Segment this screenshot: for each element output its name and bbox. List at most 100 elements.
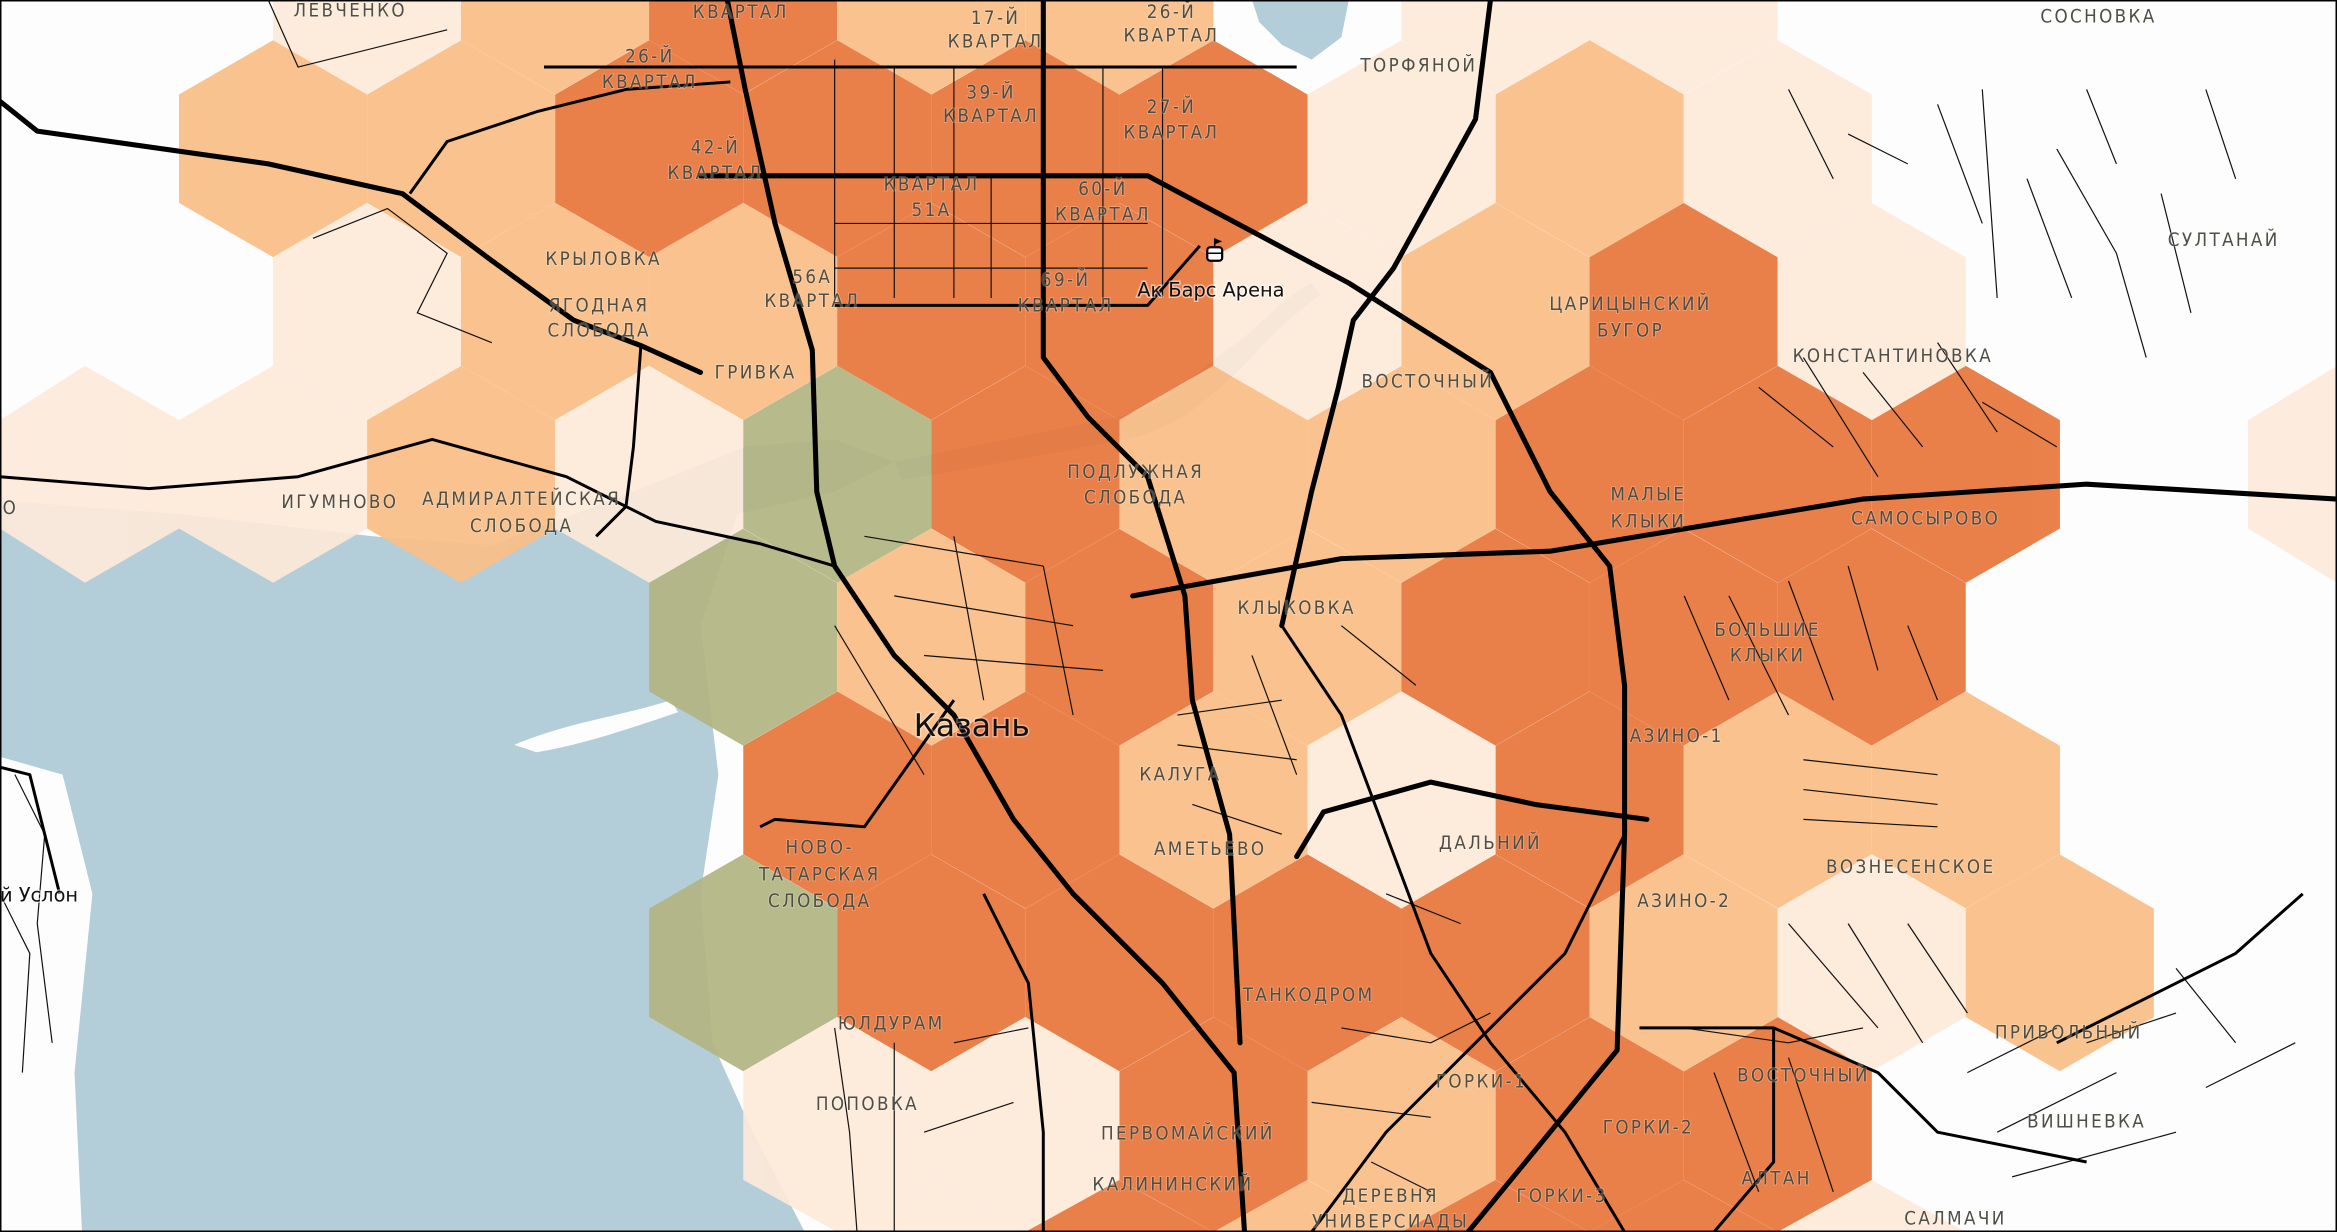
label-tsaritsyno-2: БУГОР [1597, 321, 1664, 342]
hex-cell [1307, 691, 1496, 909]
hex-cell [837, 1180, 1026, 1232]
street [834, 1027, 1029, 1232]
dalniy-road [1294, 779, 1650, 860]
hex-cell [179, 40, 368, 258]
road [982, 893, 1045, 1232]
hex-cell [1119, 1017, 1308, 1232]
hex-cell [1589, 854, 1778, 1072]
street [1967, 967, 2296, 1178]
hex-cell [1777, 854, 1966, 1072]
label-admiralteyskaya: АДМИРАЛТЕЙСКАЯ [422, 487, 621, 510]
hex-cell [931, 1017, 1120, 1232]
street [834, 535, 1103, 775]
hex-cell [367, 365, 556, 583]
label-bolshie-klyki: БОЛЬШИЕ [1714, 620, 1820, 641]
quarter-avenue [697, 173, 1628, 1232]
hex-cell [743, 691, 932, 909]
label-gorki-2: ГОРКИ-2 [1603, 1118, 1694, 1139]
street [267, 0, 448, 68]
road [2056, 892, 2304, 1045]
hex-cell [1777, 1180, 1966, 1232]
label-konstantinovka: КОНСТАНТИНОВКА [1793, 346, 1993, 367]
label-56a-kvartal-2: КВАРТАЛ [764, 291, 860, 312]
label-voznesenskoe: ВОЗНЕСЕНСКОЕ [1826, 857, 1995, 878]
label-kvartal: КВАРТАЛ [693, 2, 789, 23]
label-levchenko: ЛЕВЧЕНКО [294, 0, 407, 21]
hex-cell [1119, 691, 1308, 909]
label-universiada: ДЕРЕВНЯ [1342, 1186, 1439, 1207]
label-ametyevo: АМЕТЬЕВО [1154, 839, 1267, 860]
hex-cell [460, 0, 650, 95]
label-novotatarskaya-2: ТАТАРСКАЯ [758, 864, 881, 885]
hex-cell [1495, 40, 1684, 258]
street [1311, 1012, 1491, 1193]
place-labels: ЛЕВЧЕНКО КВАРТАЛ 17-Й КВАРТАЛ 26-Й КВАРТ… [0, 0, 2278, 1232]
hex-cell [1589, 203, 1778, 420]
hex-cell [649, 203, 838, 420]
street [1787, 89, 1998, 298]
hex-cell [1777, 203, 1966, 420]
hex-cell [1401, 1180, 1590, 1232]
central-avenue [724, 0, 1248, 1232]
hex-cell [1025, 203, 1214, 420]
label-torfyanoy: ТОРФЯНОЙ [1359, 54, 1477, 77]
road [1310, 833, 1626, 1232]
label-27-kvartal-2: КВАРТАЛ [1124, 123, 1220, 144]
label-60-kvartal: 60-Й [1078, 177, 1127, 200]
hex-cell [837, 203, 1026, 420]
hex-cell [1589, 1180, 1778, 1232]
bank-island [514, 700, 679, 753]
road [1280, 624, 1626, 1232]
label-sosnovka: СОСНОВКА [2040, 6, 2156, 27]
label-klykovka: КЛЫКОВКА [1238, 598, 1356, 619]
embankment-road [0, 437, 836, 568]
hex-cell [931, 691, 1120, 909]
east-avenue [1130, 481, 2337, 599]
label-novotatarskaya: НОВО- [786, 838, 854, 859]
street [1684, 1027, 1864, 1192]
hex-cell [1025, 528, 1214, 746]
street [0, 774, 53, 1073]
street [1683, 565, 1939, 716]
road [834, 244, 1201, 307]
label-azino-2: АЗИНО-2 [1637, 891, 1731, 912]
poi-ak-bars-arena[interactable]: Ак Барс Арена [1136, 238, 1286, 303]
hex-cell [1683, 365, 1872, 583]
road [595, 345, 643, 538]
hex-cell [1495, 691, 1684, 909]
hex-cell [1777, 528, 1966, 746]
hex-cell [272, 0, 461, 95]
road [1639, 1026, 2087, 1164]
street [312, 207, 493, 344]
label-vostochny-north: ВОСТОЧНЫЙ [1362, 369, 1495, 392]
label-42-kvartal: 42-Й [691, 135, 740, 158]
label-altan: АЛТАН [1741, 1168, 1811, 1189]
street [2026, 89, 2237, 358]
label-kalininsky: КАЛИНИНСКИЙ [1092, 1172, 1253, 1195]
label-dalniy: ДАЛЬНИЙ [1439, 831, 1542, 854]
hex-cell [460, 203, 650, 420]
hex-cell [1495, 365, 1684, 583]
label-vostochny-south: ВОСТОЧНЫЙ [1737, 1064, 1870, 1087]
hex-cell [272, 203, 461, 420]
label-51a-kvartal-2: 51А [912, 200, 952, 221]
hex-cell [1401, 528, 1590, 746]
stadium-icon [1206, 238, 1224, 262]
road [1712, 1027, 1776, 1232]
label-admiralteyskaya-2: СЛОБОДА [470, 516, 573, 537]
label-26w-kvartal: 26-Й [625, 45, 674, 68]
label-gorki-1: ГОРКИ-1 [1436, 1072, 1527, 1093]
poi-label: Ак Барс Арена [1137, 278, 1284, 301]
hex-cell [1025, 0, 1214, 95]
hex-cell [1683, 40, 1872, 258]
label-51a-kvartal: КВАРТАЛ [884, 175, 980, 196]
label-igumnovo: ИГУМНОВО [281, 492, 398, 513]
label-salmachi: САЛМАЧИ [1904, 1209, 2006, 1230]
label-27-kvartal: 27-Й [1147, 95, 1196, 118]
hex-cell [1401, 854, 1590, 1072]
hex-cell [931, 40, 1120, 258]
hex-cell [1871, 691, 2060, 909]
